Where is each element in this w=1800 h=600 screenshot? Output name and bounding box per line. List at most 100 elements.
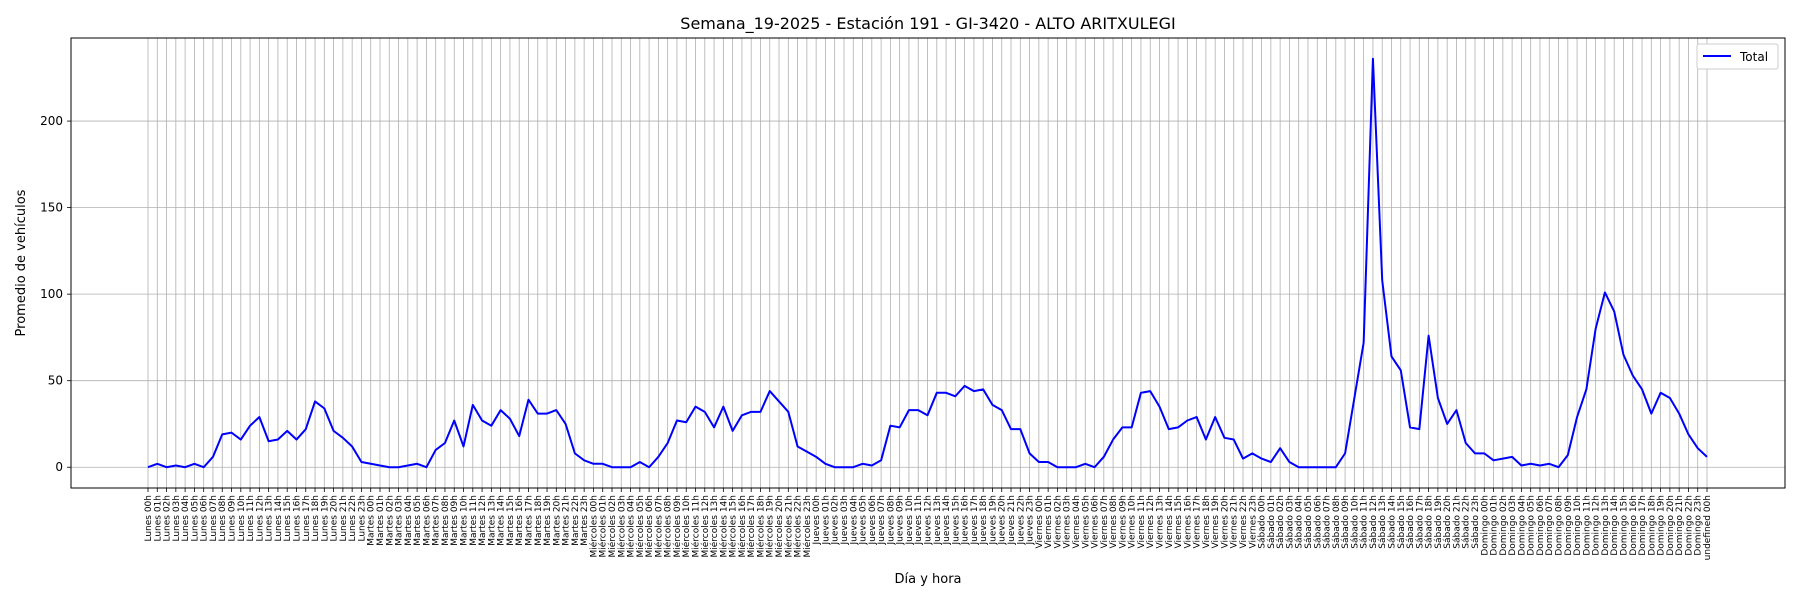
data-point	[527, 399, 529, 401]
x-tick-label: Lunes 21h	[339, 495, 349, 542]
data-point	[314, 400, 316, 402]
x-tick-label: Domingo 04h	[1517, 495, 1527, 556]
x-tick-label: Viernes 21h	[1230, 495, 1240, 549]
data-point	[1437, 397, 1439, 399]
x-tick-label: Viernes 13h	[1155, 495, 1165, 549]
data-point	[444, 442, 446, 444]
x-tick-label: Miércoles 08h	[663, 495, 674, 558]
x-tick-label: Domingo 21h	[1675, 495, 1685, 556]
data-point	[184, 466, 186, 468]
data-point	[1613, 310, 1615, 312]
data-point	[193, 463, 195, 465]
data-point	[899, 426, 901, 428]
x-tick-label: Martes 02h	[385, 495, 395, 546]
x-tick-label: Sábado 08h	[1332, 495, 1342, 549]
x-tick-label: Lunes 14h	[274, 495, 284, 542]
x-tick-label: Jueves 23h	[1026, 495, 1036, 545]
x-tick-label: Martes 22h	[571, 495, 581, 546]
data-point	[834, 466, 836, 468]
data-point	[769, 390, 771, 392]
data-point	[351, 445, 353, 447]
x-tick-label: Martes 14h	[497, 495, 507, 546]
x-tick-label: Miércoles 13h	[709, 495, 720, 558]
y-tick-label: 100	[40, 287, 63, 301]
data-point	[1706, 456, 1708, 458]
x-tick-label: Miércoles 18h	[755, 495, 766, 558]
x-tick-label: Viernes 07h	[1100, 495, 1110, 549]
x-tick-label: Miércoles 16h	[737, 495, 748, 558]
x-tick-label: Viernes 17h	[1193, 495, 1203, 549]
x-tick-label: Viernes 20h	[1220, 495, 1230, 549]
x-tick-label: Martes 15h	[506, 495, 516, 546]
data-point	[1622, 354, 1624, 356]
x-tick-label: Viernes 10h	[1128, 495, 1138, 549]
data-point	[500, 409, 502, 411]
x-tick-label: Lunes 10h	[237, 495, 247, 542]
data-point	[806, 451, 808, 453]
data-point	[1428, 335, 1430, 337]
data-point	[1047, 461, 1049, 463]
data-point	[1390, 355, 1392, 357]
x-tick-label: Domingo 22h	[1684, 495, 1694, 556]
data-point	[1660, 392, 1662, 394]
data-point	[1084, 463, 1086, 465]
x-tick-label: Martes 23h	[580, 495, 590, 546]
x-tick-label: Jueves 20h	[998, 495, 1008, 545]
x-tick-label: Martes 09h	[450, 495, 460, 546]
data-point	[407, 465, 409, 467]
x-tick-label: Miércoles 11h	[691, 495, 702, 558]
x-tick-label: Jueves 00h	[812, 495, 822, 545]
data-point	[1140, 392, 1142, 394]
x-tick-label: Domingo 10h	[1573, 495, 1583, 556]
x-tick-label: Sábado 18h	[1425, 495, 1435, 549]
x-tick-label: Miércoles 06h	[644, 495, 655, 558]
y-tick-label: 200	[40, 114, 63, 128]
x-tick-label: Lunes 12h	[255, 495, 265, 542]
data-point	[1576, 416, 1578, 418]
x-tick-label: Martes 19h	[543, 495, 553, 546]
plot-frame	[70, 37, 1786, 489]
x-tick-label: Lunes 13h	[265, 495, 275, 542]
data-point	[759, 411, 761, 413]
data-point	[1335, 466, 1337, 468]
chart-title: Semana_19-2025 - Estación 191 - GI-3420 …	[680, 14, 1175, 34]
data-point	[518, 435, 520, 437]
x-tick-label: Martes 07h	[432, 495, 442, 546]
data-point	[472, 404, 474, 406]
data-point	[889, 425, 891, 427]
data-point	[1121, 426, 1123, 428]
data-point	[1075, 466, 1077, 468]
x-tick-label: Jueves 02h	[831, 495, 841, 545]
x-tick-label: Viernes 05h	[1081, 495, 1091, 549]
data-point	[648, 466, 650, 468]
data-point	[991, 404, 993, 406]
x-tick-label: Miércoles 15h	[728, 495, 739, 558]
data-point	[973, 390, 975, 392]
data-point	[1205, 439, 1207, 441]
data-point	[797, 445, 799, 447]
data-point	[936, 392, 938, 394]
data-point	[295, 439, 297, 441]
data-point	[630, 466, 632, 468]
x-tick-label: Sábado 03h	[1285, 495, 1295, 549]
x-tick-label: Lunes 02h	[163, 495, 173, 542]
data-point	[1344, 452, 1346, 454]
x-tick-label: Jueves 09h	[896, 495, 906, 545]
data-point	[212, 456, 214, 458]
x-tick-label: Jueves 22h	[1016, 495, 1026, 545]
x-tick-label: Jueves 01h	[821, 495, 831, 545]
x-tick-label: Jueves 11h	[914, 495, 924, 545]
data-point	[1567, 454, 1569, 456]
data-point	[1019, 428, 1021, 430]
data-point	[1001, 409, 1003, 411]
data-point	[750, 411, 752, 413]
x-tick-label: Miércoles 14h	[718, 495, 729, 558]
data-point	[203, 466, 205, 468]
x-tick-label: Viernes 14h	[1165, 495, 1175, 549]
data-point	[639, 461, 641, 463]
data-point	[156, 463, 158, 465]
data-point	[862, 463, 864, 465]
x-tick-label: Sábado 16h	[1406, 495, 1416, 549]
data-point	[1604, 291, 1606, 293]
series-layer	[147, 57, 1708, 469]
